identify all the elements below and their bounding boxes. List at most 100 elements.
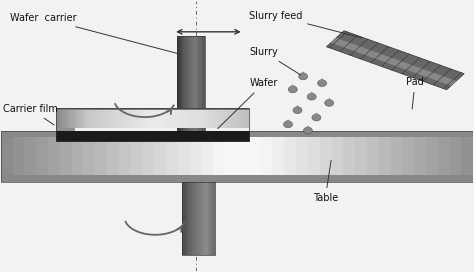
Bar [36, 137, 48, 177]
Bar [230, 108, 233, 128]
Bar [183, 182, 185, 255]
Bar [194, 36, 195, 131]
Bar [0, 131, 474, 137]
Text: Pad: Pad [406, 77, 424, 109]
Bar [182, 36, 183, 131]
Bar [184, 36, 186, 131]
Bar [200, 182, 201, 255]
Bar [450, 137, 462, 177]
Bar [186, 36, 187, 131]
Bar [208, 182, 210, 255]
Polygon shape [312, 113, 320, 116]
Bar [140, 108, 143, 128]
Bar [331, 137, 343, 177]
Bar [197, 182, 198, 255]
Polygon shape [304, 126, 312, 129]
Bar [200, 36, 201, 131]
Bar [188, 108, 191, 128]
Bar [201, 36, 202, 131]
Bar [72, 137, 83, 177]
Polygon shape [299, 72, 307, 75]
Bar [76, 108, 79, 128]
Polygon shape [308, 92, 316, 95]
Bar [284, 137, 296, 177]
Bar [82, 108, 85, 128]
Bar [193, 182, 195, 255]
Bar [198, 182, 200, 255]
Bar [319, 137, 331, 177]
Bar [56, 108, 249, 110]
Bar [182, 108, 185, 128]
Bar [249, 137, 261, 177]
Bar [207, 182, 208, 255]
Bar [143, 137, 155, 177]
Bar [240, 108, 243, 128]
Bar [177, 36, 179, 131]
Polygon shape [327, 31, 464, 90]
Bar [56, 108, 75, 131]
Ellipse shape [325, 100, 334, 106]
Text: Carrier film: Carrier film [3, 104, 58, 125]
Text: Wafer: Wafer [218, 78, 278, 129]
Ellipse shape [299, 73, 308, 80]
Bar [185, 108, 188, 128]
Bar [201, 137, 213, 177]
Bar [105, 108, 108, 128]
Bar [185, 182, 187, 255]
Bar [0, 131, 474, 182]
Bar [182, 182, 215, 255]
Bar [119, 137, 131, 177]
Bar [166, 137, 178, 177]
Bar [402, 137, 414, 177]
Text: Table: Table [313, 160, 338, 203]
Text: Slurry feed: Slurry feed [249, 11, 362, 38]
Bar [237, 108, 240, 128]
Bar [201, 108, 204, 128]
Bar [237, 137, 249, 177]
Bar [188, 182, 190, 255]
Bar [121, 108, 124, 128]
Bar [130, 108, 134, 128]
Bar [233, 108, 237, 128]
Bar [56, 108, 249, 131]
Bar [98, 108, 101, 128]
Polygon shape [284, 119, 292, 122]
Bar [462, 137, 474, 177]
Bar [56, 108, 60, 128]
Bar [114, 108, 118, 128]
Bar [101, 108, 105, 128]
Bar [150, 108, 153, 128]
Bar [182, 182, 183, 255]
Bar [191, 108, 195, 128]
Ellipse shape [303, 127, 312, 134]
Bar [367, 137, 379, 177]
Bar [175, 108, 179, 128]
Bar [85, 108, 89, 128]
Bar [89, 108, 92, 128]
Ellipse shape [312, 114, 321, 121]
Bar [296, 137, 308, 177]
Bar [180, 36, 182, 131]
Polygon shape [318, 78, 326, 81]
Bar [83, 137, 95, 177]
Bar [179, 36, 180, 131]
Bar [118, 108, 121, 128]
Bar [203, 182, 205, 255]
Bar [195, 182, 197, 255]
Bar [127, 108, 130, 128]
Bar [438, 137, 450, 177]
Bar [191, 182, 193, 255]
Bar [190, 137, 201, 177]
Bar [205, 182, 207, 255]
Bar [355, 137, 367, 177]
Bar [137, 108, 140, 128]
Bar [63, 108, 66, 128]
Bar [227, 108, 230, 128]
Bar [108, 108, 111, 128]
Text: Slurry: Slurry [250, 47, 301, 75]
Bar [343, 137, 355, 177]
Bar [243, 108, 246, 128]
Bar [159, 108, 163, 128]
Bar [198, 108, 201, 128]
Bar [69, 108, 73, 128]
